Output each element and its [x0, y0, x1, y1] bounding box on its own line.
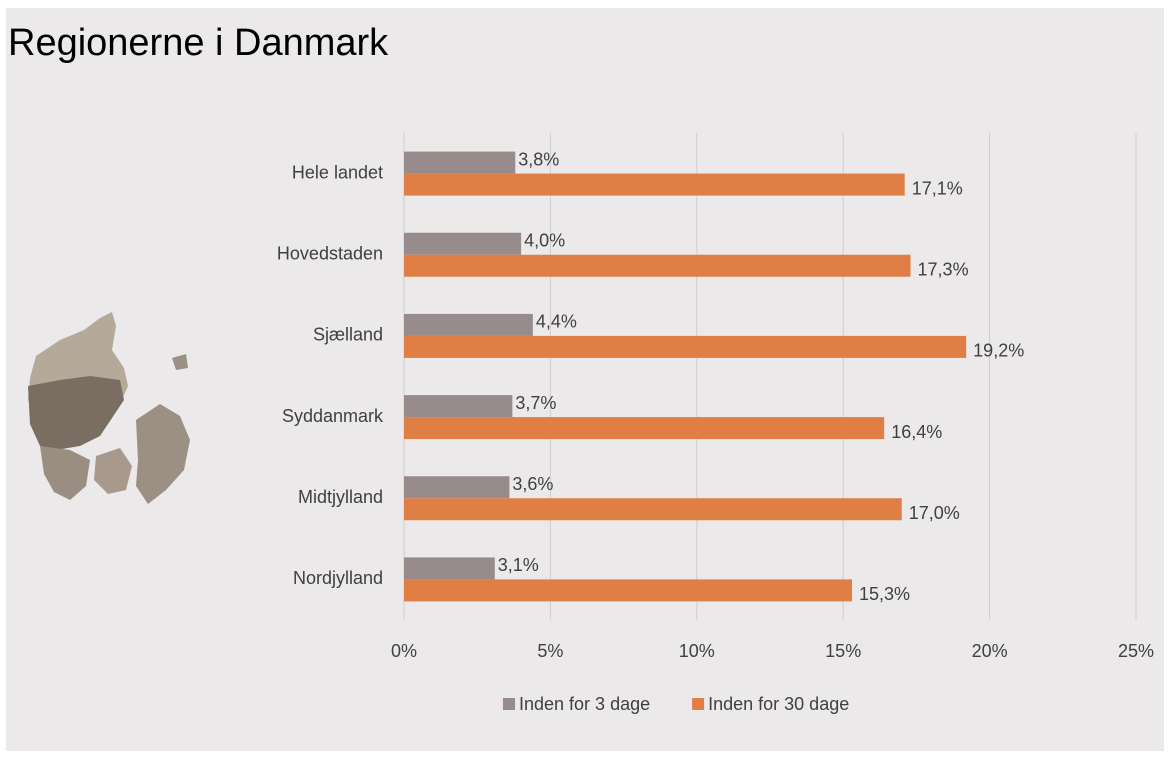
data-label: 4,0% — [524, 231, 565, 251]
x-tick-label: 5% — [537, 641, 563, 661]
bar — [404, 313, 533, 336]
background — [6, 8, 1164, 751]
x-tick-label: 25% — [1118, 641, 1154, 661]
bar — [404, 173, 905, 196]
legend-swatch — [503, 698, 515, 710]
x-tick-label: 15% — [825, 641, 861, 661]
bar — [404, 232, 522, 255]
data-label: 3,6% — [512, 474, 553, 494]
data-label: 17,1% — [912, 178, 963, 198]
data-label: 17,3% — [918, 260, 969, 280]
x-tick-label: 0% — [391, 641, 417, 661]
y-tick-label: Sjælland — [313, 325, 383, 345]
x-tick-label: 10% — [679, 641, 715, 661]
x-tick-label: 20% — [972, 641, 1008, 661]
y-tick-label: Nordjylland — [293, 568, 383, 588]
bar — [404, 335, 967, 358]
map-icon — [28, 312, 190, 504]
data-label: 3,7% — [515, 393, 556, 413]
bar — [404, 476, 510, 499]
y-tick-label: Syddanmark — [282, 406, 384, 426]
bar — [404, 254, 911, 277]
legend-swatch — [692, 698, 705, 710]
data-label: 16,4% — [891, 422, 942, 442]
data-label: 17,0% — [909, 503, 960, 523]
bar — [404, 579, 852, 602]
data-label: 15,3% — [859, 584, 910, 604]
data-label: 3,8% — [518, 149, 559, 169]
legend-label: Inden for 3 dage — [519, 694, 650, 714]
bar — [404, 417, 885, 440]
data-label: 19,2% — [973, 341, 1024, 361]
chart-title: Regionerne i Danmark — [8, 22, 389, 64]
data-label: 4,4% — [536, 312, 577, 332]
y-tick-label: Hele landet — [292, 162, 383, 182]
y-tick-label: Midtjylland — [298, 487, 383, 507]
bar — [404, 151, 516, 174]
bar — [404, 557, 495, 580]
bar — [404, 395, 513, 418]
data-label: 3,1% — [498, 555, 539, 575]
legend-label: Inden for 30 dage — [708, 694, 849, 714]
bar — [404, 498, 902, 521]
y-tick-label: Hovedstaden — [277, 244, 383, 264]
